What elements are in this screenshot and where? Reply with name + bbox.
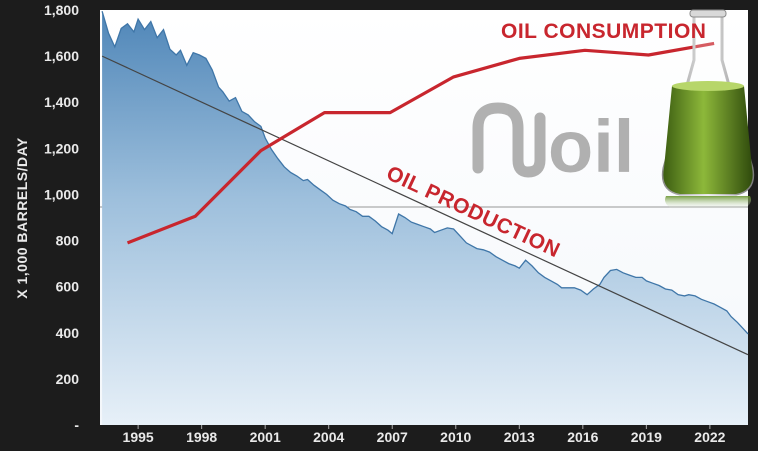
y-tick-label: 600 <box>56 279 80 295</box>
y-tick-label: - <box>74 417 79 433</box>
production-line <box>101 11 749 335</box>
x-tick-label: 2001 <box>250 429 281 445</box>
y-tick-label: 1,200 <box>44 140 79 156</box>
x-tick-label: 2016 <box>567 429 598 445</box>
y-tick-label: 1,600 <box>44 48 79 64</box>
trend-line <box>101 55 749 356</box>
x-tick-label: 2007 <box>377 429 408 445</box>
x-tick-label: 2019 <box>631 429 662 445</box>
y-tick-label: 400 <box>56 325 80 341</box>
x-axis: 1995 1998 2001 2004 2007 2010 2013 2016 2019 2022 <box>123 425 726 445</box>
svg-text:oil: oil <box>548 105 634 188</box>
y-axis: 1,800 1,600 1,400 1,200 1,000 800 600 400 200 - <box>44 2 79 433</box>
x-tick-label: 2013 <box>504 429 535 445</box>
y-tick-label: 1,000 <box>44 186 79 202</box>
x-tick-label: 1998 <box>186 429 217 445</box>
x-tick-label: 1995 <box>123 429 154 445</box>
flask-icon <box>661 9 755 210</box>
consumption-line <box>126 41 715 245</box>
y-axis-label: X 1,000 BARRELS/DAY <box>14 137 30 299</box>
y-tick-label: 1,800 <box>44 2 79 18</box>
x-tick-label: 2004 <box>313 429 344 445</box>
x-tick-label: 2010 <box>440 429 471 445</box>
y-tick-label: 800 <box>56 233 80 249</box>
watermark-logo: oil <box>472 102 634 188</box>
oil-consumption-label: OIL CONSUMPTION <box>501 20 706 43</box>
y-tick-label: 200 <box>56 371 80 387</box>
production-area <box>102 11 749 425</box>
consumption-line-layer <box>126 41 715 245</box>
production-area-layer <box>101 11 749 425</box>
y-tick-label: 1,400 <box>44 94 79 110</box>
trend-line-layer <box>101 55 749 356</box>
x-tick-label: 2022 <box>694 429 725 445</box>
